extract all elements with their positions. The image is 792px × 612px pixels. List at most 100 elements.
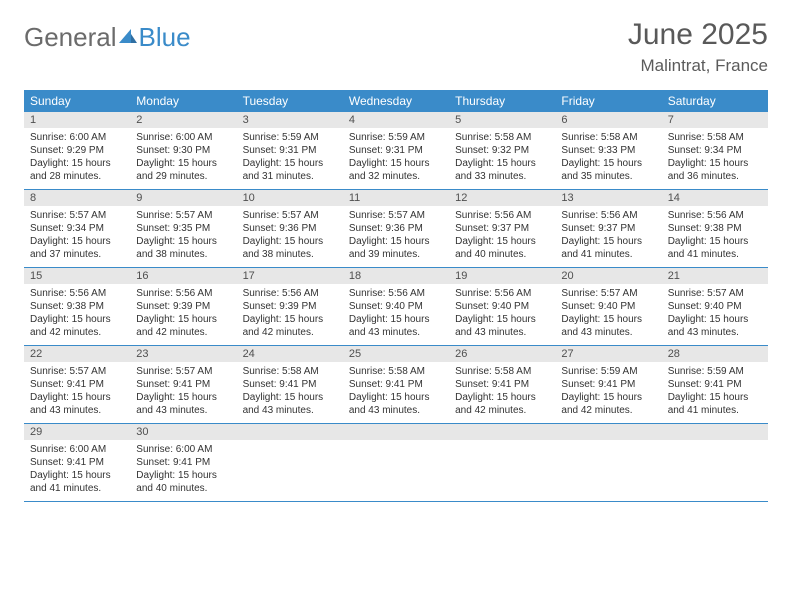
day-body: Sunrise: 5:56 AMSunset: 9:39 PMDaylight:… — [130, 284, 236, 345]
day-number: 9 — [130, 190, 236, 206]
sunrise-text: Sunrise: 5:58 AM — [455, 365, 549, 378]
day-number: 25 — [343, 346, 449, 362]
day-cell — [343, 424, 449, 502]
sunrise-text: Sunrise: 5:57 AM — [561, 287, 655, 300]
weekday-header: Wednesday — [343, 90, 449, 112]
daylight-text-1: Daylight: 15 hours — [455, 391, 549, 404]
day-body: Sunrise: 5:59 AMSunset: 9:41 PMDaylight:… — [555, 362, 661, 423]
sunset-text: Sunset: 9:36 PM — [349, 222, 443, 235]
weekday-header: Saturday — [662, 90, 768, 112]
sunrise-text: Sunrise: 5:56 AM — [30, 287, 124, 300]
daylight-text-1: Daylight: 15 hours — [136, 313, 230, 326]
daylight-text-1: Daylight: 15 hours — [30, 235, 124, 248]
daylight-text-2: and 32 minutes. — [349, 170, 443, 183]
daylight-text-1: Daylight: 15 hours — [668, 391, 762, 404]
daylight-text-2: and 41 minutes. — [668, 404, 762, 417]
daylight-text-1: Daylight: 15 hours — [30, 157, 124, 170]
sunset-text: Sunset: 9:36 PM — [243, 222, 337, 235]
daylight-text-2: and 43 minutes. — [349, 326, 443, 339]
day-number: 20 — [555, 268, 661, 284]
daylight-text-2: and 43 minutes. — [136, 404, 230, 417]
sunset-text: Sunset: 9:41 PM — [136, 378, 230, 391]
sunrise-text: Sunrise: 6:00 AM — [30, 443, 124, 456]
sunset-text: Sunset: 9:30 PM — [136, 144, 230, 157]
day-number: 11 — [343, 190, 449, 206]
sunset-text: Sunset: 9:35 PM — [136, 222, 230, 235]
daylight-text-2: and 43 minutes. — [561, 326, 655, 339]
daylight-text-2: and 40 minutes. — [136, 482, 230, 495]
day-number-empty — [237, 424, 343, 440]
day-body: Sunrise: 5:57 AMSunset: 9:41 PMDaylight:… — [130, 362, 236, 423]
day-number: 5 — [449, 112, 555, 128]
day-number: 2 — [130, 112, 236, 128]
sunset-text: Sunset: 9:40 PM — [668, 300, 762, 313]
sunrise-text: Sunrise: 5:56 AM — [136, 287, 230, 300]
daylight-text-2: and 43 minutes. — [349, 404, 443, 417]
calendar-table: Sunday Monday Tuesday Wednesday Thursday… — [24, 90, 768, 502]
day-body: Sunrise: 5:57 AMSunset: 9:36 PMDaylight:… — [237, 206, 343, 267]
logo: General Blue — [24, 18, 191, 53]
sunset-text: Sunset: 9:34 PM — [30, 222, 124, 235]
day-number: 10 — [237, 190, 343, 206]
sunset-text: Sunset: 9:33 PM — [561, 144, 655, 157]
day-cell: 19Sunrise: 5:56 AMSunset: 9:40 PMDayligh… — [449, 268, 555, 346]
week-row: 15Sunrise: 5:56 AMSunset: 9:38 PMDayligh… — [24, 268, 768, 346]
day-body-empty — [449, 440, 555, 498]
daylight-text-1: Daylight: 15 hours — [668, 313, 762, 326]
day-cell: 2Sunrise: 6:00 AMSunset: 9:30 PMDaylight… — [130, 112, 236, 190]
day-number: 27 — [555, 346, 661, 362]
day-cell: 3Sunrise: 5:59 AMSunset: 9:31 PMDaylight… — [237, 112, 343, 190]
daylight-text-1: Daylight: 15 hours — [30, 391, 124, 404]
daylight-text-1: Daylight: 15 hours — [668, 235, 762, 248]
day-number: 8 — [24, 190, 130, 206]
sunset-text: Sunset: 9:38 PM — [668, 222, 762, 235]
day-cell: 29Sunrise: 6:00 AMSunset: 9:41 PMDayligh… — [24, 424, 130, 502]
day-number: 19 — [449, 268, 555, 284]
daylight-text-2: and 43 minutes. — [30, 404, 124, 417]
day-cell: 26Sunrise: 5:58 AMSunset: 9:41 PMDayligh… — [449, 346, 555, 424]
sunrise-text: Sunrise: 5:58 AM — [349, 365, 443, 378]
calendar-body: 1Sunrise: 6:00 AMSunset: 9:29 PMDaylight… — [24, 112, 768, 502]
week-row: 1Sunrise: 6:00 AMSunset: 9:29 PMDaylight… — [24, 112, 768, 190]
day-number: 6 — [555, 112, 661, 128]
day-number: 16 — [130, 268, 236, 284]
sunset-text: Sunset: 9:41 PM — [30, 456, 124, 469]
day-body: Sunrise: 5:56 AMSunset: 9:37 PMDaylight:… — [555, 206, 661, 267]
day-body: Sunrise: 6:00 AMSunset: 9:41 PMDaylight:… — [130, 440, 236, 501]
day-body: Sunrise: 6:00 AMSunset: 9:29 PMDaylight:… — [24, 128, 130, 189]
daylight-text-1: Daylight: 15 hours — [349, 391, 443, 404]
daylight-text-1: Daylight: 15 hours — [243, 157, 337, 170]
day-cell: 10Sunrise: 5:57 AMSunset: 9:36 PMDayligh… — [237, 190, 343, 268]
daylight-text-2: and 37 minutes. — [30, 248, 124, 261]
daylight-text-1: Daylight: 15 hours — [243, 313, 337, 326]
sunset-text: Sunset: 9:38 PM — [30, 300, 124, 313]
day-cell — [237, 424, 343, 502]
sunset-text: Sunset: 9:41 PM — [455, 378, 549, 391]
daylight-text-1: Daylight: 15 hours — [349, 313, 443, 326]
weekday-header: Friday — [555, 90, 661, 112]
sunset-text: Sunset: 9:32 PM — [455, 144, 549, 157]
daylight-text-2: and 43 minutes. — [455, 326, 549, 339]
weekday-header: Sunday — [24, 90, 130, 112]
daylight-text-2: and 42 minutes. — [136, 326, 230, 339]
daylight-text-1: Daylight: 15 hours — [30, 469, 124, 482]
day-number: 1 — [24, 112, 130, 128]
weekday-header: Tuesday — [237, 90, 343, 112]
day-cell: 21Sunrise: 5:57 AMSunset: 9:40 PMDayligh… — [662, 268, 768, 346]
sunrise-text: Sunrise: 5:58 AM — [668, 131, 762, 144]
day-body: Sunrise: 5:57 AMSunset: 9:34 PMDaylight:… — [24, 206, 130, 267]
day-number: 15 — [24, 268, 130, 284]
daylight-text-1: Daylight: 15 hours — [136, 157, 230, 170]
daylight-text-1: Daylight: 15 hours — [455, 235, 549, 248]
daylight-text-2: and 41 minutes. — [561, 248, 655, 261]
day-cell — [555, 424, 661, 502]
sunrise-text: Sunrise: 5:56 AM — [455, 209, 549, 222]
daylight-text-2: and 42 minutes. — [561, 404, 655, 417]
sunrise-text: Sunrise: 5:58 AM — [455, 131, 549, 144]
day-body: Sunrise: 5:56 AMSunset: 9:40 PMDaylight:… — [343, 284, 449, 345]
day-cell: 8Sunrise: 5:57 AMSunset: 9:34 PMDaylight… — [24, 190, 130, 268]
sunset-text: Sunset: 9:41 PM — [561, 378, 655, 391]
sunset-text: Sunset: 9:41 PM — [349, 378, 443, 391]
day-body: Sunrise: 5:56 AMSunset: 9:38 PMDaylight:… — [662, 206, 768, 267]
daylight-text-1: Daylight: 15 hours — [455, 157, 549, 170]
